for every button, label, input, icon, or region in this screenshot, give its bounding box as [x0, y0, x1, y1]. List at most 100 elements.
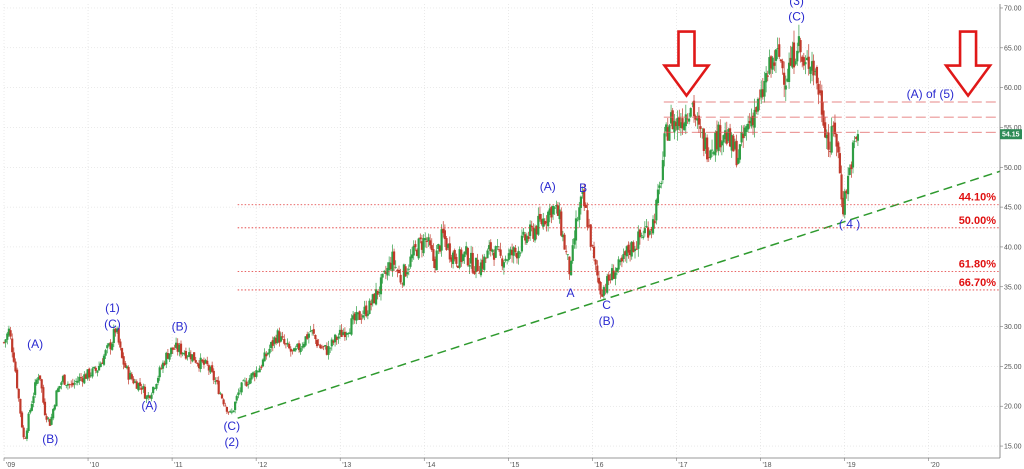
candle-body — [79, 377, 83, 378]
candle-body — [697, 115, 701, 125]
candle-body — [653, 220, 656, 224]
candle-body — [822, 110, 825, 126]
candle-body — [55, 390, 58, 407]
candle-body — [242, 380, 245, 382]
grid-lines — [3, 4, 1000, 458]
candle-body — [88, 368, 91, 378]
x-tick-label: '14 — [426, 462, 435, 469]
candle-body — [597, 277, 601, 284]
candle-body — [789, 57, 792, 66]
y-tick-label: 25.00 — [1004, 364, 1022, 371]
candle-body — [681, 118, 684, 129]
candle-body — [391, 251, 394, 271]
candle-body — [240, 382, 243, 393]
candle-body — [786, 78, 789, 82]
candle-body — [573, 238, 576, 245]
candle-body — [569, 260, 573, 276]
candle-body — [522, 231, 525, 235]
wave-label: (C) — [788, 10, 805, 24]
candle-body — [606, 276, 609, 293]
candle-body — [745, 126, 748, 132]
candle-body — [804, 62, 807, 65]
candle-body — [586, 210, 589, 228]
candle-body — [830, 126, 833, 153]
wave-label: (B) — [599, 314, 615, 328]
candle-body — [715, 131, 719, 150]
candle-body — [535, 226, 538, 235]
candle-body — [401, 283, 404, 285]
candle-body — [596, 265, 599, 276]
candle-body — [760, 89, 763, 98]
candle-body — [483, 256, 486, 270]
candle-body — [679, 122, 683, 128]
candle-body — [84, 374, 88, 379]
candle-body — [243, 380, 247, 382]
candle-body — [284, 343, 288, 345]
candle-body — [327, 346, 330, 355]
candle-body — [638, 229, 642, 238]
candle-body — [730, 134, 733, 151]
candle-body — [120, 348, 124, 358]
candle-body — [424, 238, 427, 240]
down-arrow-icon — [661, 30, 712, 98]
candle-body — [635, 248, 638, 250]
candle-body — [43, 401, 47, 416]
candle-body — [560, 211, 563, 236]
candle-body — [619, 260, 622, 263]
candle-body — [529, 224, 532, 236]
candle-body — [388, 262, 391, 271]
candle-body — [329, 347, 332, 349]
candle-body — [338, 329, 342, 335]
candle-body — [520, 235, 524, 252]
candle-body — [333, 334, 337, 343]
candle-body — [686, 118, 689, 120]
candle-body — [229, 411, 232, 412]
candle-body — [420, 241, 424, 250]
candle-body — [437, 244, 440, 250]
candle-body — [783, 72, 786, 85]
candle-body — [714, 132, 717, 156]
candle-body — [248, 378, 251, 384]
candle-body — [165, 352, 168, 365]
candle-body — [725, 132, 728, 144]
candle-body — [283, 338, 286, 344]
candle-body — [337, 336, 340, 339]
candle-body — [833, 122, 837, 135]
candle-body — [147, 394, 150, 398]
wave-label: (A) — [540, 179, 556, 193]
candle-body — [16, 369, 19, 389]
candle-body — [378, 292, 381, 294]
candle-body — [288, 343, 291, 349]
candle-body — [220, 394, 224, 399]
candle-body — [801, 56, 804, 62]
candle-body — [394, 266, 397, 268]
candle-body — [148, 395, 151, 398]
candle-body — [206, 360, 209, 365]
candle-body — [112, 329, 115, 343]
candle-body — [352, 315, 355, 319]
candle-body — [627, 244, 630, 253]
candle-body — [24, 438, 27, 439]
candle-body — [588, 225, 591, 227]
candle-body — [324, 345, 327, 347]
candle-body — [750, 116, 753, 127]
candle-body — [853, 140, 856, 142]
candle-body — [96, 370, 99, 373]
candle-body — [135, 381, 138, 389]
candle-body — [78, 376, 81, 382]
candle-body — [260, 366, 263, 368]
candle-body — [166, 353, 169, 359]
fib-level-label: 44.10% — [959, 192, 997, 204]
candle-body — [581, 191, 584, 194]
candle-body — [433, 259, 437, 269]
candle-body — [2, 342, 6, 344]
candle-body — [27, 413, 30, 432]
price-candles — [2, 24, 860, 442]
candle-body — [517, 250, 520, 259]
candle-body — [556, 205, 560, 216]
candle-body — [778, 44, 781, 57]
candle-body — [851, 142, 855, 168]
candle-body — [673, 120, 676, 133]
candle-body — [117, 328, 120, 343]
